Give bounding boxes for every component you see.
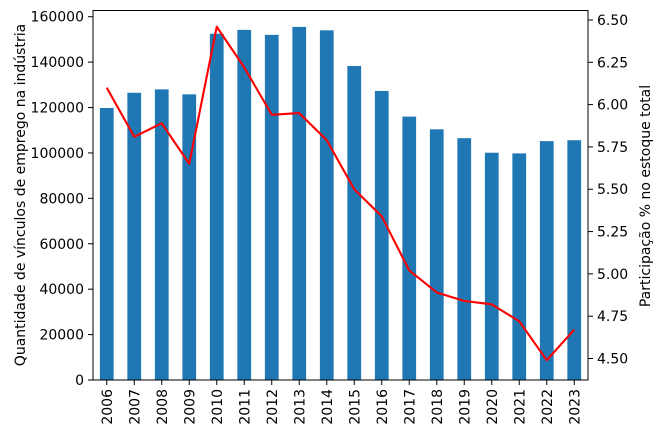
bar-2019 <box>457 138 472 380</box>
bar-2014 <box>319 30 334 380</box>
bar-series-group <box>99 26 582 381</box>
right-tick-label: 4.50 <box>597 352 628 368</box>
left-tick-label: 0 <box>75 373 84 389</box>
bar-2021 <box>512 153 527 380</box>
left-tick-label: 120000 <box>31 101 84 117</box>
bar-2007 <box>127 92 142 381</box>
x-tick-label-2014: 2014 <box>320 389 336 425</box>
left-axis-label: Quantidade de vínculos de emprego na ind… <box>13 24 29 366</box>
line-series-group <box>105 25 576 362</box>
left-tick-label: 140000 <box>31 55 84 71</box>
bar-2006 <box>99 107 114 380</box>
bar-2012 <box>264 34 279 381</box>
x-tick-label-2019: 2019 <box>457 389 473 425</box>
bar-2009 <box>182 94 197 380</box>
bar-2022 <box>539 141 554 380</box>
left-tick-label: 20000 <box>39 328 84 344</box>
right-tick-label: 4.75 <box>597 309 628 325</box>
x-tick-label-2013: 2013 <box>292 389 308 425</box>
plot-spines <box>92 10 589 381</box>
x-tick-label-2015: 2015 <box>347 389 363 425</box>
right-tick-label: 5.00 <box>597 267 628 283</box>
x-tick-label-2016: 2016 <box>375 389 391 425</box>
bar-2020 <box>484 152 499 380</box>
left-tick-label: 160000 <box>31 10 84 26</box>
bar-2017 <box>402 116 417 381</box>
right-tick-label: 6.25 <box>597 55 628 71</box>
x-tick-label-2006: 2006 <box>100 389 116 425</box>
x-tick-label-2021: 2021 <box>512 389 528 425</box>
right-tick-label: 5.50 <box>597 182 628 198</box>
left-tick-label: 100000 <box>31 146 84 162</box>
x-tick-label-2009: 2009 <box>182 389 198 425</box>
x-tick-label-2023: 2023 <box>567 389 583 425</box>
x-tick-label-2020: 2020 <box>485 389 501 425</box>
left-tick-label: 60000 <box>39 237 84 253</box>
right-tick-label: 5.25 <box>597 225 628 241</box>
x-tick-label-2012: 2012 <box>265 389 281 425</box>
bar-2010 <box>209 33 224 380</box>
x-tick-label-2010: 2010 <box>210 389 226 425</box>
x-tick-label-2007: 2007 <box>127 389 143 425</box>
x-tick-label-2011: 2011 <box>237 389 253 425</box>
bar-2013 <box>292 26 307 380</box>
bar-2008 <box>154 89 169 381</box>
bar-2023 <box>567 140 582 380</box>
axes-group: 0 20000 40000 60000 80000 100000 120000 140000 1… <box>31 10 629 425</box>
right-tick-label: 6.00 <box>597 98 628 114</box>
left-tick-label: 80000 <box>39 191 84 207</box>
x-tick-label-2018: 2018 <box>430 389 446 425</box>
x-tick-label-2022: 2022 <box>540 389 556 425</box>
left-tick-label: 40000 <box>39 282 84 298</box>
right-tick-label: 5.75 <box>597 140 628 156</box>
right-tick-label: 6.50 <box>597 13 628 29</box>
participation-trend-line <box>105 25 576 362</box>
bar-2015 <box>347 65 362 380</box>
x-tick-label-2008: 2008 <box>155 389 171 425</box>
bar-2016 <box>374 90 389 380</box>
bar-2018 <box>429 129 444 380</box>
right-axis-label: Participação % no estoque total <box>638 85 654 307</box>
bar-2011 <box>237 29 252 381</box>
x-tick-label-2017: 2017 <box>402 389 418 425</box>
